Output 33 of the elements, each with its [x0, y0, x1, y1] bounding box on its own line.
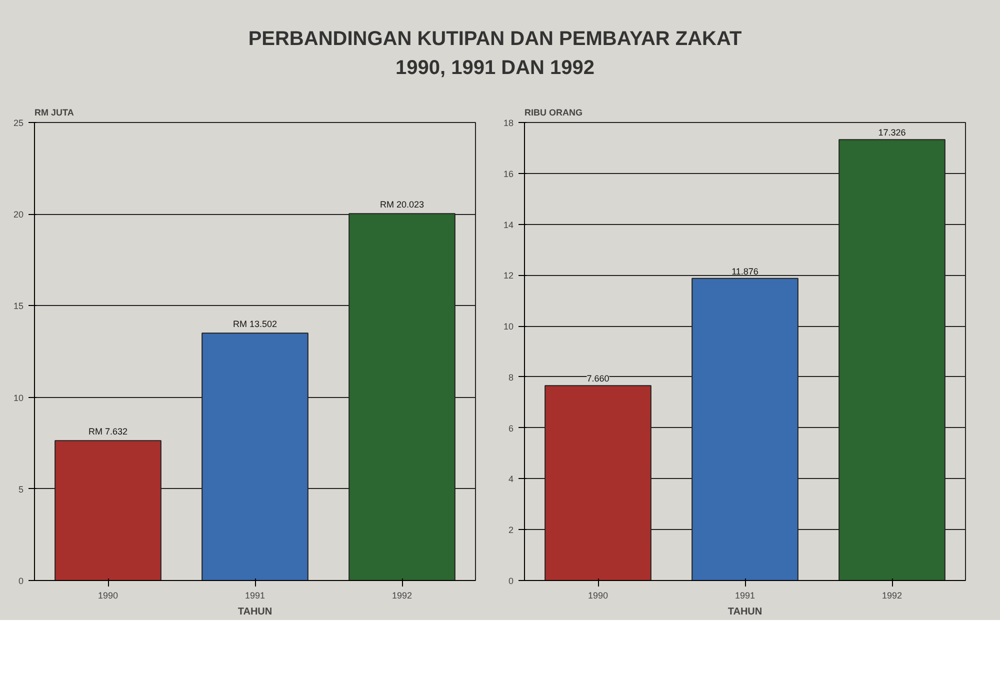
x-tick-label: 1992 [882, 590, 902, 600]
y-tick-label: 4 [508, 474, 514, 484]
data-label: 11.876 [732, 266, 758, 276]
y-tick-label: 15 [13, 301, 24, 312]
y-tick-label: 8 [508, 372, 514, 382]
y-tick-label: 0 [18, 576, 24, 586]
x-tick-label: 1991 [244, 590, 266, 600]
x-axis-title: TAHUN [728, 606, 762, 618]
y-tick-label: 6 [508, 423, 514, 434]
data-label: 7.660 [586, 374, 610, 384]
y-axis-title: RIBU ORANG [524, 108, 582, 118]
y-tick-label: 18 [503, 118, 514, 128]
chart-title: PERBANDINGAN KUTIPAN DAN PEMBAYAR ZAKAT 1990, 1991 DAN 1992 [247, 27, 743, 81]
x-tick-label: 1992 [392, 590, 412, 600]
data-label: RM 20.023 [380, 200, 424, 210]
y-tick-label: 2 [508, 525, 514, 536]
y-tick-label: 12 [503, 270, 514, 281]
x-axis-title: TAHUN [238, 606, 272, 618]
y-tick-label: 20 [13, 210, 24, 220]
x-tick-label: 1990 [588, 590, 608, 600]
y-tick-label: 14 [503, 220, 514, 230]
x-tick-label: 1990 [98, 590, 118, 600]
x-tick-label: 1991 [734, 590, 756, 600]
data-label: 17.326 [878, 128, 906, 138]
y-tick-label: 10 [503, 322, 514, 332]
y-tick-label: 25 [13, 118, 24, 128]
y-axis-title: RM JUTA [34, 108, 74, 118]
y-tick-label: 5 [18, 484, 24, 494]
y-tick-label: 16 [503, 168, 514, 179]
y-tick-label: 0 [508, 576, 514, 586]
data-label: RM 7.632 [88, 426, 128, 437]
data-label: RM 13.502 [232, 319, 278, 330]
y-tick-label: 10 [13, 392, 24, 403]
